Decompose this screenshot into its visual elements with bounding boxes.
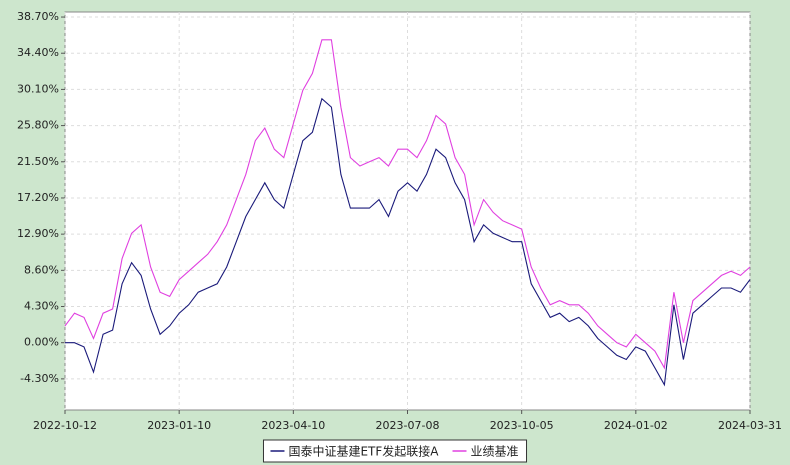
legend: 国泰中证基建ETF发起联接A 业绩基准 xyxy=(262,439,528,463)
legend-label: 业绩基准 xyxy=(471,445,519,459)
legend-label: 国泰中证基建ETF发起联接A xyxy=(288,444,439,459)
x-tick-label: 2024-03-31 xyxy=(718,419,782,432)
x-tick-label: 2023-01-10 xyxy=(147,419,211,432)
x-tick-label: 2023-10-05 xyxy=(490,419,554,432)
x-tick-label: 2022-10-12 xyxy=(33,419,97,432)
legend-box xyxy=(262,439,528,463)
x-tick-label: 2023-04-10 xyxy=(261,419,325,432)
y-tick-label: -4.30% xyxy=(20,372,59,385)
y-tick-label: 4.30% xyxy=(24,300,59,313)
y-tick-label: 17.20% xyxy=(17,191,59,204)
y-tick-label: 25.80% xyxy=(17,119,59,132)
y-tick-label: 38.70% xyxy=(17,10,59,23)
y-tick-label: 34.40% xyxy=(17,46,59,59)
series-line xyxy=(65,97,751,387)
y-tick-label: 21.50% xyxy=(17,155,59,168)
x-tick-label: 2024-01-02 xyxy=(604,419,668,432)
x-tick-label: 2023-07-08 xyxy=(376,419,440,432)
y-tick-label: 0.00% xyxy=(24,336,59,349)
y-tick-label: 8.60% xyxy=(24,263,59,276)
y-tick-label: 12.90% xyxy=(17,227,59,240)
y-tick-label: 30.10% xyxy=(17,82,59,95)
series-line xyxy=(64,39,751,370)
